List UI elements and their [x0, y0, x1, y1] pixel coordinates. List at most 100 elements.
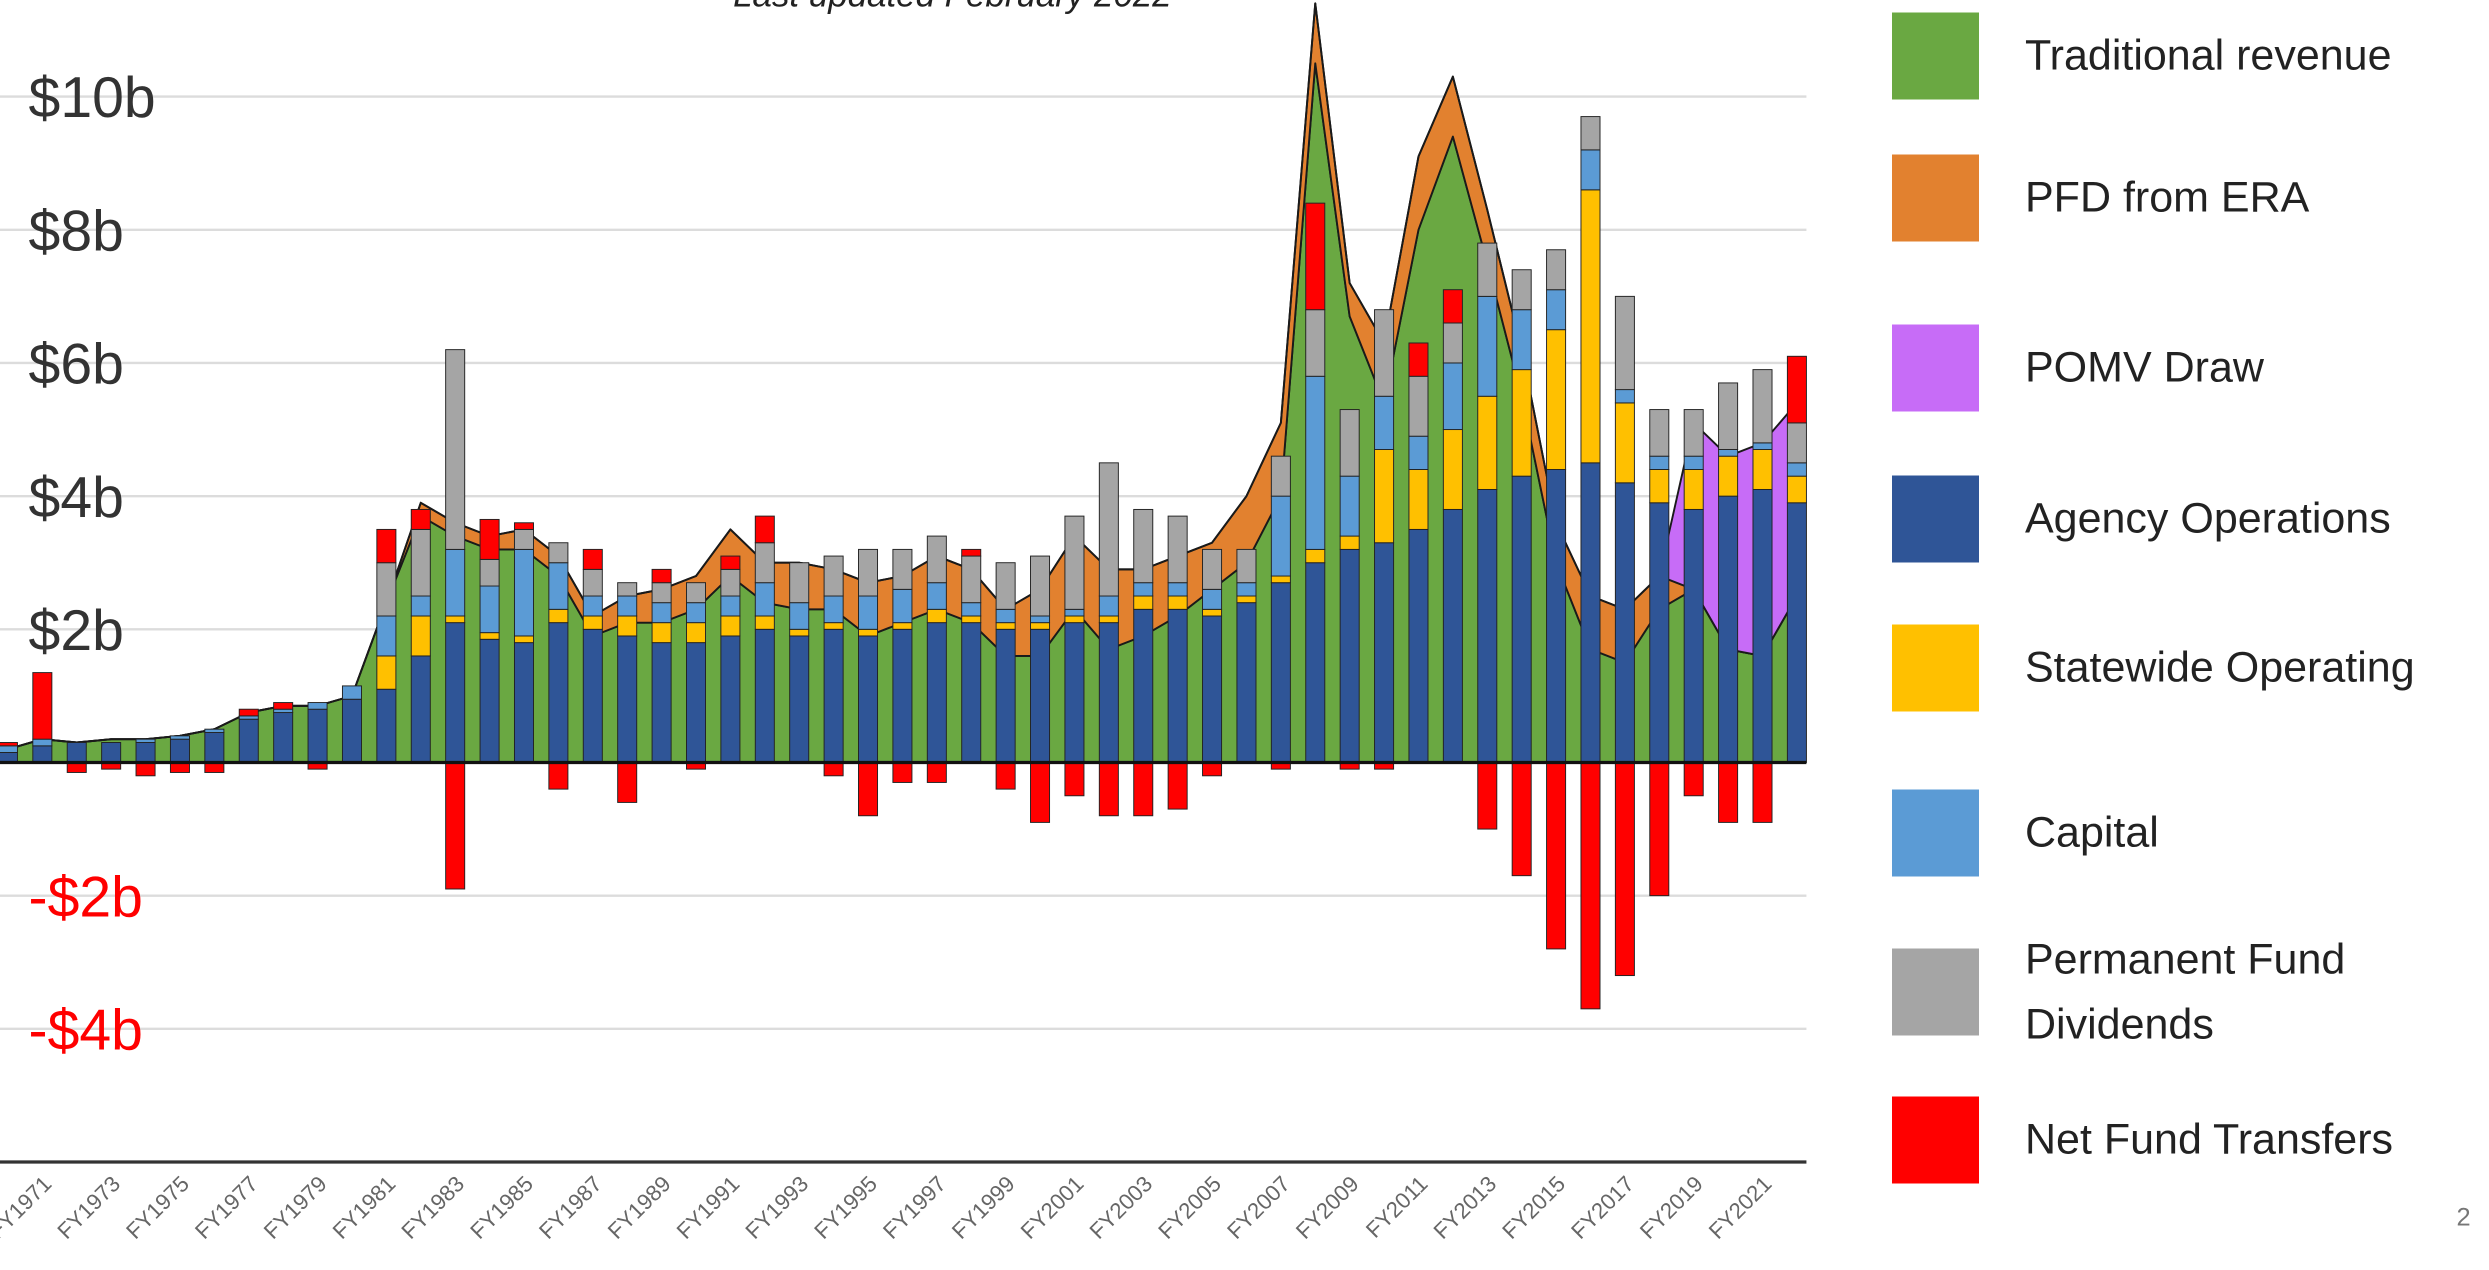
bar-segment: [445, 762, 466, 890]
bar-segment: [1546, 249, 1567, 291]
bar-segment: [1374, 542, 1395, 763]
bar-segment: [1786, 422, 1807, 464]
bar-segment: [1098, 622, 1119, 763]
bar-segment: [1408, 342, 1429, 377]
bar-segment: [341, 685, 362, 700]
bar-segment: [1202, 608, 1223, 617]
bar-segment: [1270, 575, 1291, 584]
bar-segment: [1167, 595, 1188, 610]
bar-segment: [1408, 375, 1429, 437]
bar-segment: [995, 622, 1016, 630]
bar-segment: [582, 548, 603, 570]
bar-segment: [617, 762, 638, 803]
bar-segment: [1786, 462, 1807, 477]
bar-segment: [892, 762, 913, 783]
bar-segment: [32, 738, 53, 747]
bar-segment: [892, 628, 913, 763]
bar-segment: [1270, 582, 1291, 763]
bar-segment: [1511, 309, 1532, 371]
bar-segment: [1580, 116, 1601, 151]
bar-segment: [204, 732, 225, 763]
bar-segment: [1580, 189, 1601, 464]
x-tick-label: FY1987: [534, 1171, 607, 1244]
bar-segment: [1167, 762, 1188, 810]
bar-segment: [1580, 149, 1601, 191]
bar-segment: [617, 615, 638, 637]
bar-segment: [686, 642, 707, 763]
x-tick-label: FY2017: [1566, 1171, 1639, 1244]
bar-segment: [720, 635, 741, 763]
bar-segment: [1236, 602, 1257, 763]
bar-segment: [238, 715, 259, 720]
bar-segment: [1442, 429, 1463, 510]
x-tick-label: FY2013: [1429, 1171, 1502, 1244]
bar-segment: [754, 515, 775, 544]
bar-segment: [1511, 369, 1532, 477]
bar-segment: [1752, 442, 1773, 450]
bar-segment: [823, 628, 844, 763]
x-tick-label: FY1991: [672, 1171, 745, 1244]
bar-segment: [686, 582, 707, 604]
x-tick-label: FY2007: [1222, 1171, 1295, 1244]
bar-segment: [995, 628, 1016, 763]
x-tick-label: FY1993: [741, 1171, 814, 1244]
bar-segment: [101, 742, 122, 763]
bar-segment: [513, 642, 534, 763]
bar-segment: [582, 615, 603, 630]
x-tick-label: FY1983: [397, 1171, 470, 1244]
bar-segment: [135, 738, 156, 743]
bar-segment: [307, 708, 328, 763]
bar-segment: [1064, 762, 1085, 797]
bar-segment: [754, 628, 775, 763]
bar-segment: [1477, 762, 1498, 830]
bar-segment: [858, 628, 879, 637]
bar-segment: [169, 738, 190, 763]
bar-segment: [513, 522, 534, 530]
bar-segment: [1546, 469, 1567, 763]
bar-segment: [1098, 615, 1119, 624]
bar-segment: [1614, 762, 1635, 977]
bar-segment: [961, 555, 982, 604]
bar-segment: [1511, 269, 1532, 311]
bar-segment: [238, 708, 259, 717]
bar-segment: [858, 635, 879, 763]
bar-segment: [1339, 475, 1360, 537]
bar-segment: [1649, 455, 1670, 470]
bar-segment: [1683, 455, 1704, 470]
bar-segment: [1442, 508, 1463, 763]
bar-segment: [307, 702, 328, 710]
bar-segment: [273, 702, 294, 710]
y-tick-label: $8b: [29, 199, 124, 263]
bar-segment: [823, 595, 844, 624]
x-tick-label: FY2001: [1016, 1171, 1089, 1244]
bar-segment: [926, 535, 947, 584]
bar-segment: [479, 632, 500, 640]
bar-segment: [926, 582, 947, 610]
bar-segment: [169, 735, 190, 740]
bar-segment: [686, 602, 707, 624]
bar-segment: [720, 555, 741, 570]
bar-segment: [1202, 588, 1223, 610]
bar-segment: [1133, 582, 1154, 597]
bar-segment: [1649, 762, 1670, 897]
x-tick-label: FY2011: [1361, 1171, 1433, 1243]
bar-segment: [1133, 508, 1154, 584]
bar-segment: [823, 622, 844, 630]
bar-segment: [479, 558, 500, 587]
bar-segment: [789, 635, 810, 763]
bar-segment: [0, 742, 18, 747]
bar-segment: [1098, 595, 1119, 617]
bar-segment: [858, 595, 879, 630]
bar-segment: [926, 622, 947, 763]
bar-segment: [651, 622, 672, 644]
bar-segment: [789, 602, 810, 630]
bar-segment: [651, 642, 672, 763]
y-tick-label: $6b: [29, 333, 124, 397]
x-tick-label: FY2005: [1153, 1171, 1226, 1244]
bar-segment: [1133, 595, 1154, 610]
bar-segment: [1718, 382, 1739, 450]
bar-segment: [238, 718, 259, 763]
bar-segment: [926, 762, 947, 783]
page-number: 2: [2457, 1204, 2471, 1232]
bar-segment: [1305, 309, 1326, 377]
